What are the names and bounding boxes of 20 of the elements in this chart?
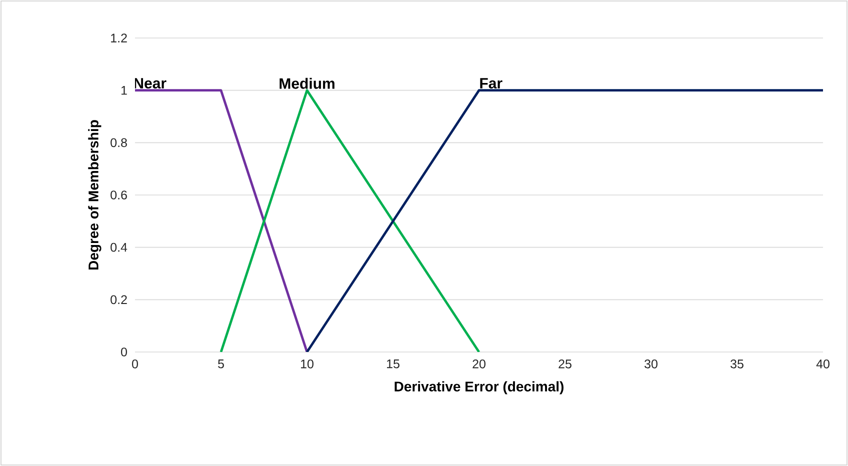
y-tick-label: 0.4 (110, 242, 128, 252)
x-tick-label: 5 (218, 360, 224, 368)
x-axis-title: Derivative Error (decimal) (394, 381, 564, 394)
y-tick-label: 0.2 (110, 295, 127, 304)
x-tick-label: 15 (387, 360, 400, 368)
x-tick-label: 30 (644, 360, 658, 368)
series-label: Medium (280, 78, 334, 89)
y-tick-label: 0.8 (110, 138, 127, 148)
y-tick-label: 0.6 (110, 190, 127, 200)
y-axis-title: Degree of Membership (88, 120, 102, 270)
y-tick-label: 1 (121, 86, 127, 95)
y-tick-label: 1.2 (111, 34, 127, 42)
x-tick-label: 25 (558, 360, 572, 368)
series-label: Far (480, 78, 502, 89)
y-tick-label: 0 (121, 348, 127, 356)
x-tick-label: 35 (730, 360, 744, 368)
x-tick-label: 40 (816, 360, 830, 368)
x-tick-label: 20 (472, 360, 486, 368)
x-tick-label: 0 (132, 360, 138, 368)
x-tick-label: 10 (301, 360, 314, 368)
